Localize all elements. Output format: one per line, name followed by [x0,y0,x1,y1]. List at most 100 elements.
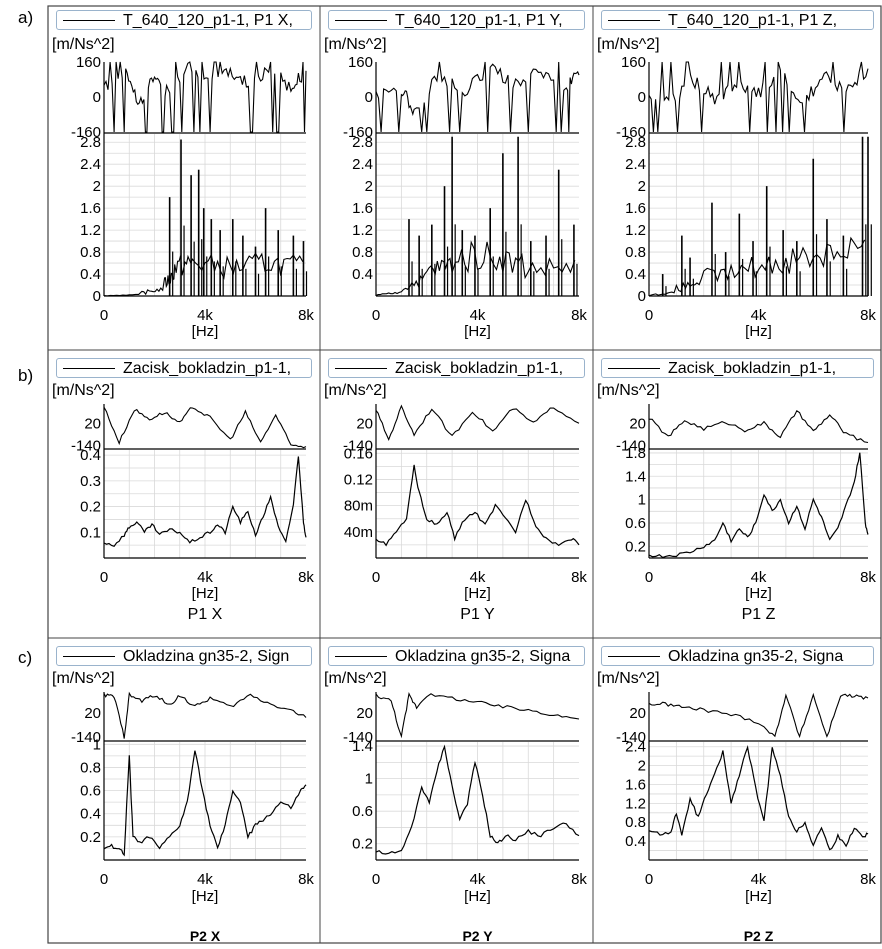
legend-line-swatch [335,656,387,657]
phase-series-line [375,61,580,133]
x-tick-label: 8k [298,307,314,324]
x-tick-label: 8k [860,307,876,324]
x-tick-label: 0 [645,569,653,586]
x-tick-label: 8k [298,569,314,586]
unit-label: [m/Ns^2] [52,670,115,687]
legend-line-swatch [608,20,660,21]
chart-panel-a3: T_640_120_p1-1, P1 Z, [m/Ns^2] 160 0 -160 2.8… [597,6,878,350]
phase-tick-label: 20 [356,415,373,432]
phase-tick-label: -140 [71,729,101,746]
magnitude-tick-label: 2.4 [625,739,646,756]
magnitude-tick-label: 1.2 [625,795,646,812]
chart-panel-b3: Zacisk_bokladzin_p1-1, [m/Ns^2] 20 -140 1.8 1… [597,350,878,638]
x-tick-label: 4k [470,307,486,324]
legend-box: Zacisk_bokladzin_p1-1, [56,358,312,378]
legend-line-swatch [335,20,387,21]
phase-series-line [375,691,580,739]
x-axis-label: [Hz] [192,888,219,905]
magnitude-tick-label: 0.8 [80,244,101,261]
row-label-b: b) [18,366,34,385]
phase-tick-label: 160 [76,54,101,71]
phase-series-line [103,61,307,133]
magnitude-series-line [103,456,307,548]
unit-label: [m/Ns^2] [324,382,387,399]
x-axis-label: [Hz] [745,888,772,905]
unit-label: [m/Ns^2] [324,36,387,53]
magnitude-tick-label: 1.6 [625,200,646,217]
legend-text: Zacisk_bokladzin_p1-1, [123,360,292,377]
magnitude-tick-label: 0.4 [80,447,101,464]
phase-tick-label: -140 [343,729,373,746]
phase-series-line [648,410,869,444]
magnitude-tick-label: 1.2 [625,222,646,239]
phase-tick-label: -140 [343,437,373,454]
gridlines [104,134,306,296]
phase-tick-label: -140 [71,437,101,454]
magnitude-tick-label: 0.6 [80,783,101,800]
x-tick-label: 0 [100,307,108,324]
phase-tick-label: 20 [629,415,646,432]
chart-panel-b1: Zacisk_bokladzin_p1-1, [m/Ns^2] 20 -140 0.4 0… [52,350,316,638]
panel-caption: P2 X [189,928,221,944]
phase-tick-label: -160 [71,124,101,141]
magnitude-series-line [375,240,576,297]
unit-label: [m/Ns^2] [597,382,660,399]
magnitude-tick-label: 1.2 [352,222,373,239]
x-tick-label: 8k [571,569,587,586]
magnitude-tick-label: 0.2 [625,538,646,555]
phase-tick-label: 0 [93,89,101,106]
magnitude-tick-label: 0.2 [352,836,373,853]
phase-tick-label: 20 [356,705,373,722]
x-tick-label: 4k [751,569,767,586]
phase-series-line [375,404,580,442]
x-tick-label: 4k [751,871,767,888]
legend-box: T_640_120_p1-1, P1 Y, [328,10,585,30]
chart-panel-b2: Zacisk_bokladzin_p1-1, [m/Ns^2] 20 -140 0.16… [324,350,589,638]
chart-panel-c2: Okladzina gn35-2, Signa [m/Ns^2] 20 -140 1.4… [324,638,589,949]
phase-tick-label: 0 [365,89,373,106]
magnitude-tick-label: 0.6 [625,515,646,532]
phase-series-line [648,61,869,133]
phase-tick-label: -160 [343,124,373,141]
chart-panel-c1: Okladzina gn35-2, Sign [m/Ns^2] 20 -140 1 0.8… [52,638,316,949]
x-tick-label: 4k [470,871,486,888]
x-tick-label: 8k [860,569,876,586]
panel-caption: P1 Z [741,606,776,623]
gridlines [649,450,868,558]
magnitude-spikes [661,136,872,296]
gridlines [376,450,579,558]
panel-caption: P2 Z [743,928,774,944]
legend-text: T_640_120_p1-1, P1 X, [123,12,293,29]
x-tick-label: 8k [298,871,314,888]
magnitude-tick-label: 1 [93,736,101,753]
panel-caption: P1 X [187,606,223,623]
phase-tick-label: 160 [348,54,373,71]
phase-tick-label: 0 [638,89,646,106]
unit-label: [m/Ns^2] [597,670,660,687]
gridlines [104,450,306,558]
x-tick-label: 8k [571,871,587,888]
x-axis-label: [Hz] [464,888,491,905]
magnitude-tick-label: 1.6 [625,776,646,793]
legend-line-swatch [63,368,115,369]
magnitude-tick-label: 0.8 [352,244,373,261]
x-tick-label: 0 [100,569,108,586]
legend-box: Okladzina gn35-2, Signa [328,646,585,666]
x-tick-label: 0 [645,307,653,324]
magnitude-tick-label: 2.8 [352,134,373,151]
chart-panel-a1: T_640_120_p1-1, P1 X, [m/Ns^2] 160 0 -160 2.8… [52,6,316,350]
unit-label: [m/Ns^2] [52,36,115,53]
magnitude-tick-label: 0.2 [80,499,101,516]
magnitude-tick-label: 0 [638,288,646,305]
magnitude-tick-label: 80m [344,498,373,515]
legend-box: T_640_120_p1-1, P1 Z, [601,10,874,30]
gridlines [649,742,868,860]
phase-tick-label: 20 [629,705,646,722]
magnitude-series-line [375,464,580,547]
magnitude-tick-label: 2.8 [80,134,101,151]
magnitude-tick-label: 0.8 [625,814,646,831]
legend-text: Zacisk_bokladzin_p1-1, [395,360,564,377]
magnitude-tick-label: 0.2 [80,829,101,846]
